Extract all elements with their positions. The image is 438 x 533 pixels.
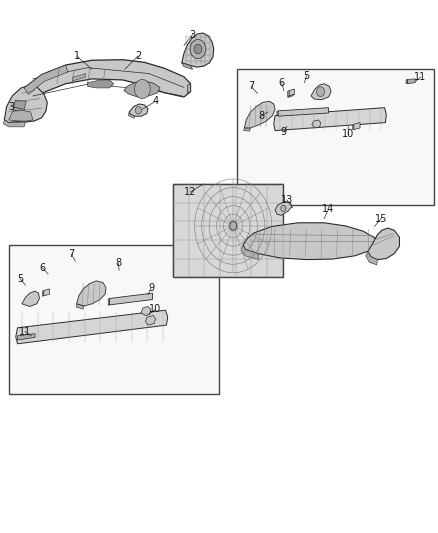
Circle shape [190, 39, 206, 59]
Polygon shape [244, 101, 275, 128]
Text: 11: 11 [414, 72, 427, 82]
Polygon shape [173, 184, 283, 277]
Polygon shape [244, 128, 251, 131]
Polygon shape [289, 89, 294, 96]
Text: 5: 5 [17, 274, 23, 284]
Text: 9: 9 [148, 283, 154, 293]
Polygon shape [278, 108, 328, 116]
Text: 3: 3 [8, 102, 14, 111]
Polygon shape [108, 298, 110, 305]
Polygon shape [22, 60, 191, 105]
Text: 8: 8 [115, 258, 121, 268]
Polygon shape [274, 108, 386, 131]
Polygon shape [312, 120, 321, 128]
Polygon shape [22, 291, 39, 306]
Circle shape [230, 222, 237, 230]
Polygon shape [88, 80, 114, 88]
Text: 14: 14 [322, 205, 335, 214]
Text: 7: 7 [248, 82, 254, 91]
Text: 10: 10 [149, 304, 162, 314]
Polygon shape [275, 201, 292, 215]
Polygon shape [9, 110, 33, 121]
Polygon shape [110, 293, 152, 305]
Polygon shape [407, 79, 415, 84]
Polygon shape [406, 79, 407, 84]
Polygon shape [4, 85, 47, 123]
Bar [9, 245, 219, 394]
Polygon shape [241, 245, 258, 260]
Polygon shape [13, 100, 26, 110]
Text: 9: 9 [281, 127, 287, 137]
Text: 15: 15 [375, 214, 387, 223]
Polygon shape [129, 104, 148, 116]
Polygon shape [42, 290, 44, 296]
Polygon shape [366, 252, 378, 265]
Text: 6: 6 [39, 263, 46, 273]
Polygon shape [354, 123, 360, 130]
Polygon shape [24, 65, 68, 94]
Polygon shape [22, 88, 30, 105]
Polygon shape [44, 289, 49, 296]
Polygon shape [243, 223, 376, 260]
Text: 12: 12 [184, 187, 197, 197]
Polygon shape [18, 334, 35, 340]
Text: 5: 5 [304, 71, 310, 80]
Polygon shape [187, 84, 191, 93]
Polygon shape [182, 33, 214, 67]
Circle shape [135, 107, 141, 114]
Polygon shape [311, 84, 331, 100]
Text: 2: 2 [135, 51, 141, 61]
Polygon shape [72, 74, 86, 81]
Polygon shape [16, 310, 168, 344]
Polygon shape [128, 112, 135, 118]
Text: 4: 4 [152, 96, 159, 106]
Circle shape [317, 87, 325, 96]
Polygon shape [353, 124, 354, 130]
Polygon shape [77, 281, 106, 306]
Polygon shape [4, 120, 25, 127]
Bar [237, 69, 434, 205]
Text: 11: 11 [19, 327, 31, 336]
Polygon shape [124, 81, 160, 97]
Text: 8: 8 [258, 111, 265, 121]
Circle shape [281, 205, 286, 212]
Polygon shape [287, 91, 289, 96]
Polygon shape [141, 306, 151, 316]
Text: 3: 3 [190, 30, 196, 39]
Polygon shape [145, 316, 155, 325]
Text: 1: 1 [74, 51, 80, 61]
Text: 6: 6 [279, 78, 285, 87]
Polygon shape [76, 304, 84, 309]
Circle shape [194, 44, 202, 54]
Text: 10: 10 [342, 130, 354, 139]
Polygon shape [368, 228, 399, 260]
Polygon shape [288, 94, 294, 98]
Polygon shape [182, 63, 193, 69]
Text: 7: 7 [68, 249, 74, 259]
Text: 13: 13 [281, 195, 293, 205]
Circle shape [134, 79, 150, 99]
Polygon shape [277, 111, 278, 117]
